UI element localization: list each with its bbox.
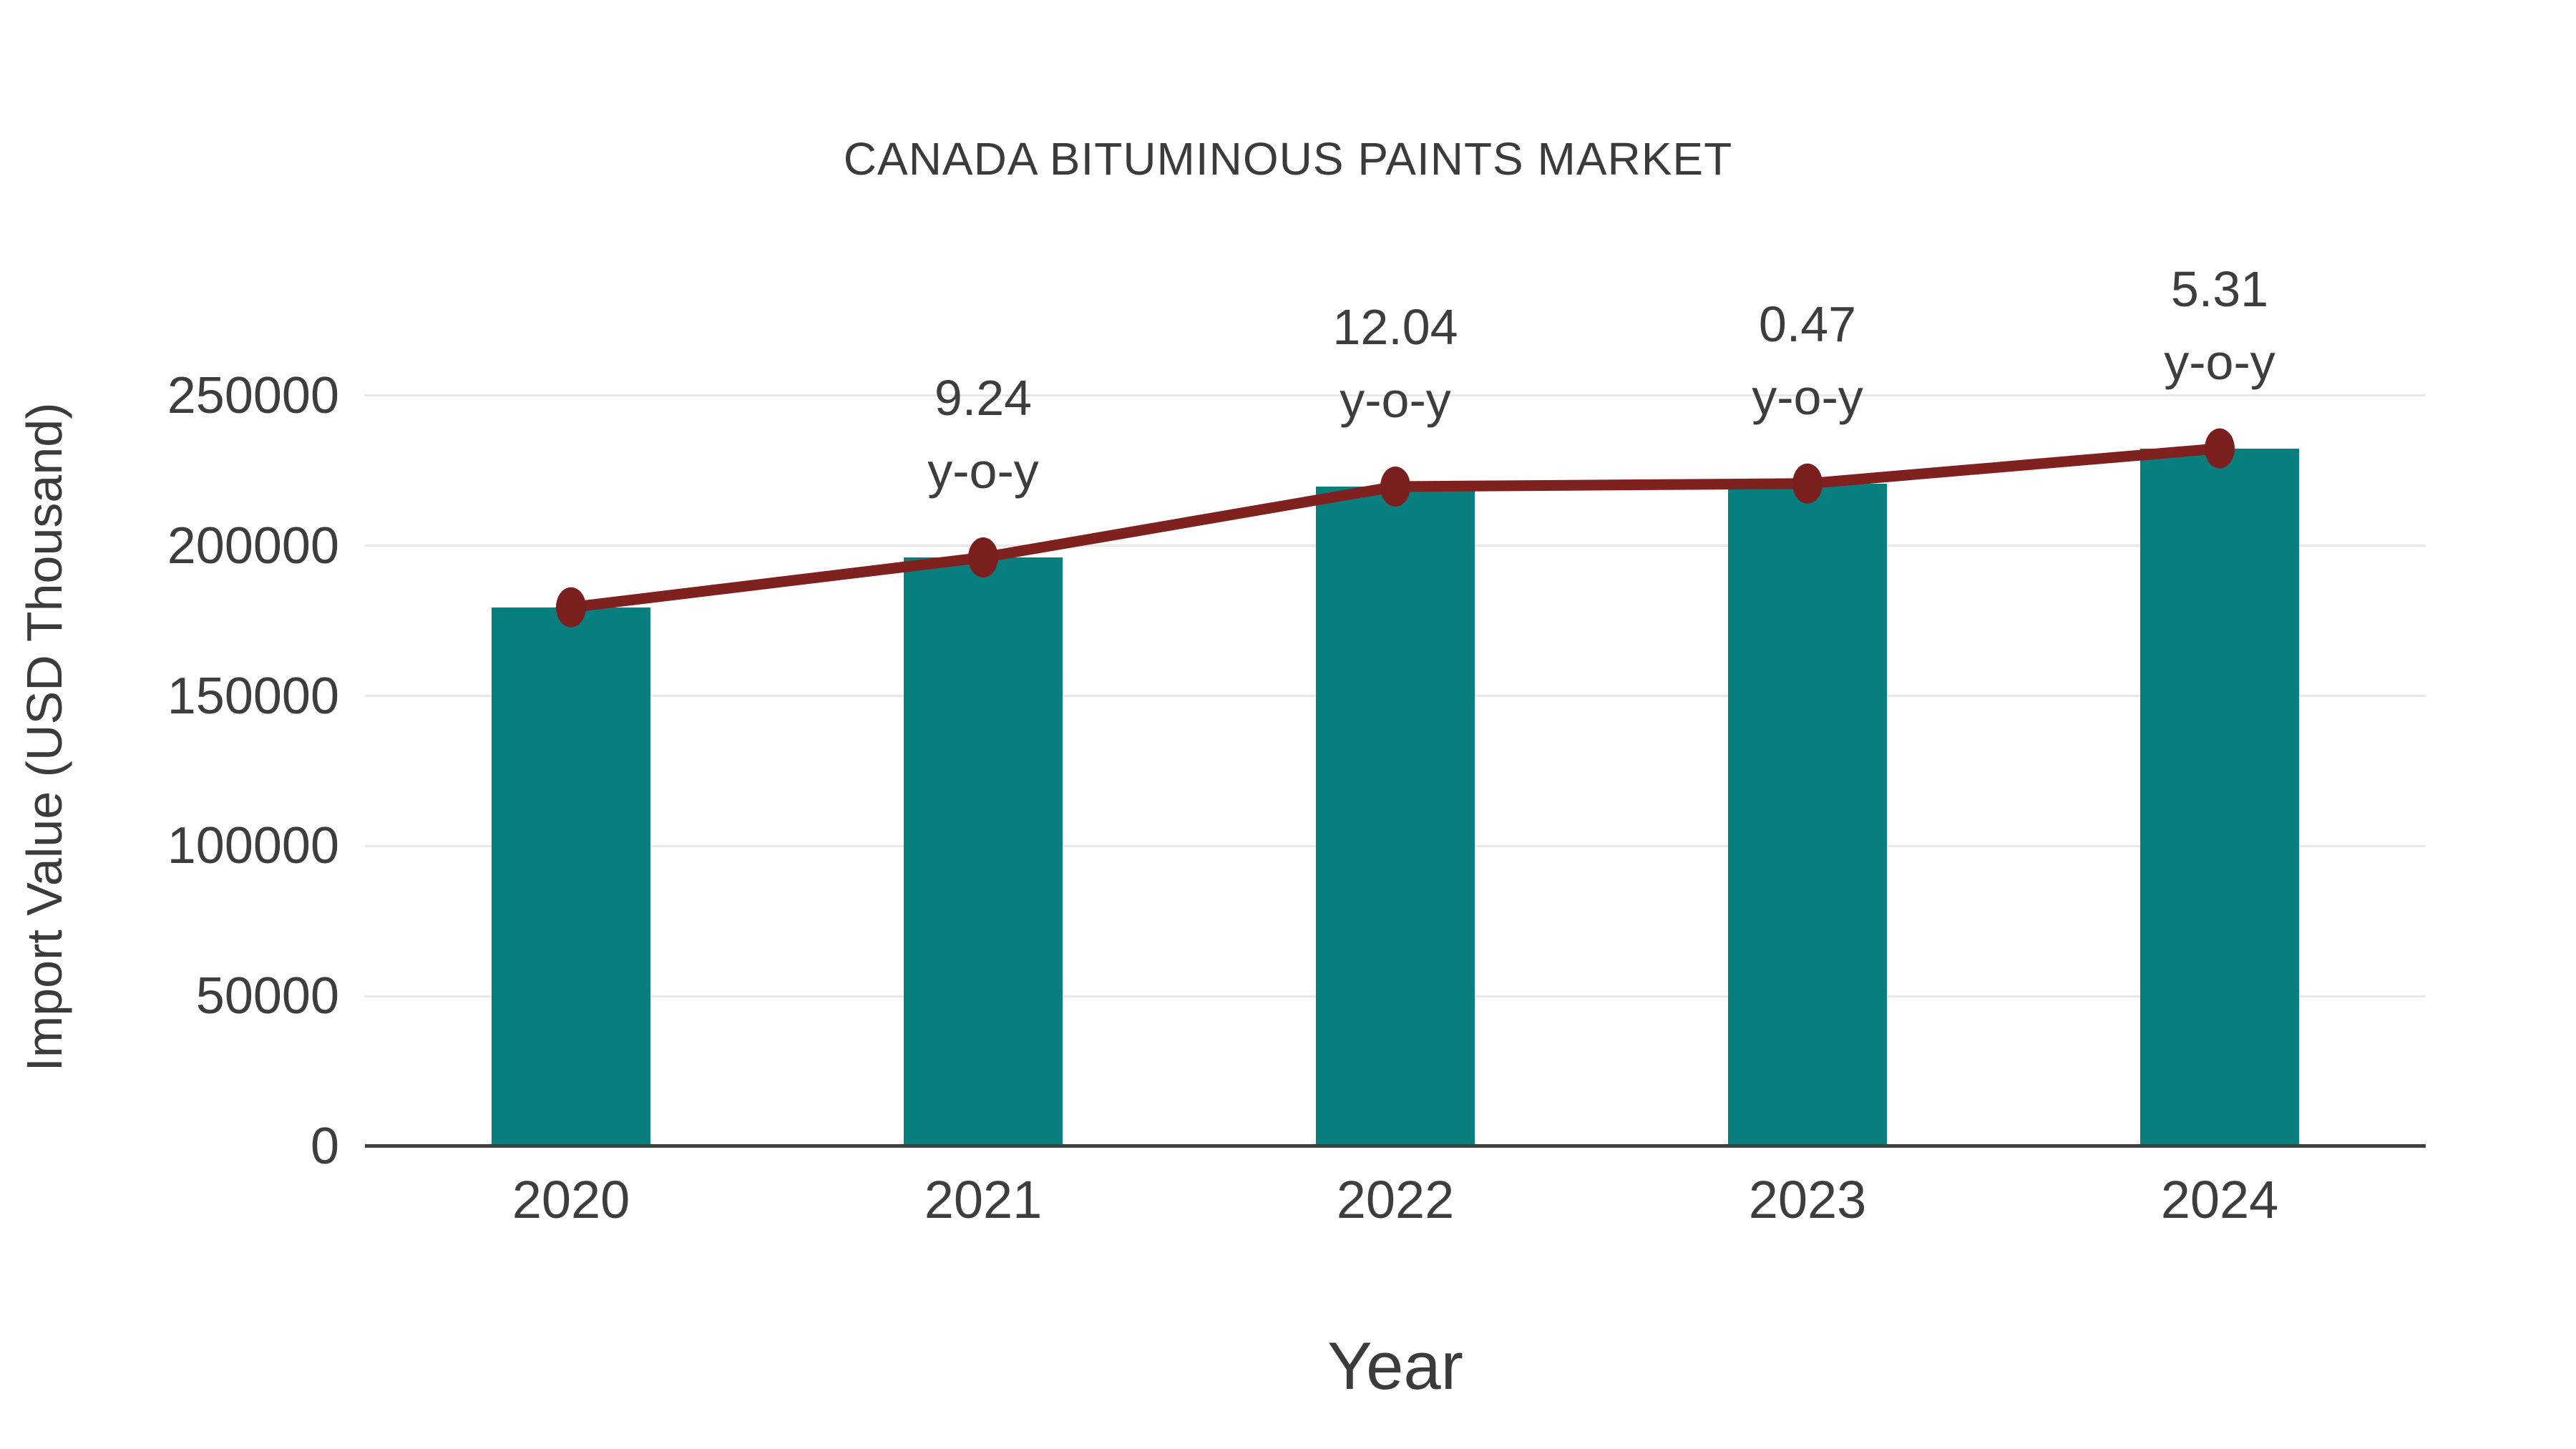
- annotation-suffix: y-o-y: [1752, 369, 1863, 425]
- bar-2021[interactable]: [904, 557, 1063, 1146]
- annotation-suffix: y-o-y: [927, 443, 1039, 499]
- x-axis-tick-labels: 2020 2021 2022 2023 2024: [365, 1169, 2426, 1248]
- y-tick-label: 200000: [167, 517, 339, 575]
- y-tick-label: 0: [310, 1118, 339, 1175]
- x-tick-label-2020: 2020: [512, 1170, 630, 1229]
- bar-2024[interactable]: [2140, 448, 2299, 1146]
- annotation-value: 9.24: [934, 370, 1033, 426]
- x-tick-label-2024: 2024: [2160, 1170, 2279, 1229]
- x-axis-line: [365, 1144, 2426, 1148]
- annotation-2024: 5.31 y-o-y: [2164, 253, 2275, 399]
- annotation-2021: 9.24 y-o-y: [927, 361, 1039, 507]
- annotation-suffix: y-o-y: [2164, 333, 2275, 390]
- y-tick-label: 50000: [195, 967, 339, 1025]
- x-tick-label-2021: 2021: [924, 1170, 1043, 1229]
- x-tick-label-2022: 2022: [1336, 1170, 1455, 1229]
- x-tick-label-2023: 2023: [1748, 1170, 1867, 1229]
- bar-2023[interactable]: [1728, 483, 1887, 1146]
- line-marker-2021[interactable]: [968, 537, 998, 578]
- annotation-2023: 0.47 y-o-y: [1752, 288, 1863, 434]
- plot-area: 9.24 y-o-y 12.04 y-o-y 0.47 y-o-y 5.31 y-o-y: [365, 261, 2426, 1148]
- annotation-2022: 12.04 y-o-y: [1332, 291, 1458, 436]
- y-axis-tick-labels: 0 50000 100000 150000 200000 250000: [0, 322, 342, 1175]
- annotation-value: 5.31: [2170, 260, 2269, 317]
- line-marker-2024[interactable]: [2205, 428, 2235, 469]
- bar-2020[interactable]: [492, 607, 650, 1146]
- annotation-value: 0.47: [1758, 296, 1857, 352]
- line-marker-2020[interactable]: [556, 587, 586, 628]
- bar-2022[interactable]: [1316, 486, 1475, 1146]
- gridline: [365, 394, 2426, 397]
- annotation-suffix: y-o-y: [1340, 371, 1451, 428]
- y-tick-label: 150000: [167, 667, 339, 725]
- line-series: [556, 428, 2235, 628]
- line-marker-2023[interactable]: [1792, 463, 1823, 504]
- line-marker-2022[interactable]: [1380, 466, 1410, 507]
- y-tick-label: 250000: [167, 366, 339, 424]
- y-tick-label: 100000: [167, 817, 339, 875]
- x-axis-title: Year: [1327, 1328, 1463, 1403]
- chart-title: CANADA BITUMINOUS PAINTS MARKET: [843, 133, 1733, 185]
- annotation-value: 12.04: [1332, 298, 1458, 355]
